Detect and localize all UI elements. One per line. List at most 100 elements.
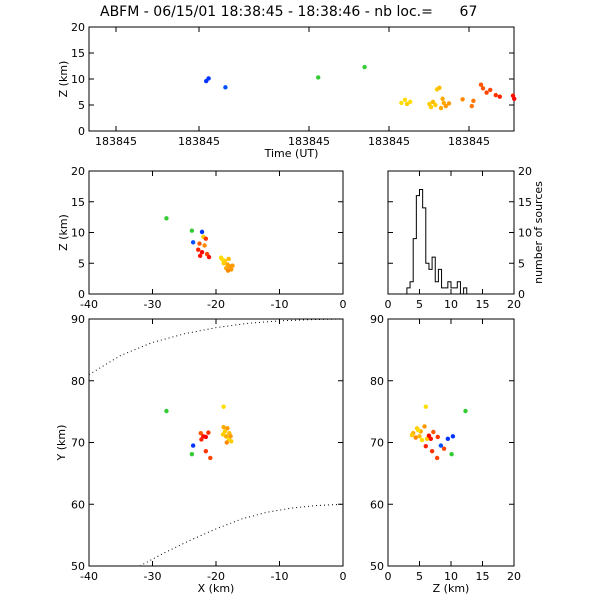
x-y-point bbox=[225, 426, 230, 431]
time-z-point bbox=[488, 87, 493, 93]
histogram-bar bbox=[426, 263, 429, 294]
time-z-point bbox=[430, 99, 436, 105]
x-y-point bbox=[198, 431, 203, 436]
z-y-frame bbox=[387, 318, 515, 567]
time-z-point bbox=[497, 94, 502, 99]
time-z-point bbox=[471, 98, 476, 104]
z-y-point bbox=[445, 436, 451, 441]
z-y-point bbox=[441, 446, 447, 451]
z-y-xtick-label: 20 bbox=[507, 570, 521, 583]
x-y-point bbox=[224, 440, 229, 445]
x-z-point bbox=[202, 243, 207, 248]
x-y-point bbox=[199, 437, 204, 442]
z-y-point bbox=[429, 448, 435, 454]
time-z-point bbox=[428, 104, 434, 110]
histogram-xtick-label: 20 bbox=[507, 298, 521, 311]
x-z-point bbox=[225, 268, 231, 273]
x-y-point bbox=[189, 452, 195, 457]
histogram-xtick-label: 0 bbox=[385, 298, 392, 311]
z-y-point bbox=[417, 434, 422, 439]
title-count-label: nb loc.= bbox=[374, 4, 433, 20]
time-z-ytick-label: 10 bbox=[71, 73, 85, 86]
title-time-range: 18:38:45 - 18:38:46 bbox=[220, 4, 361, 20]
x-z-ylabel: Z (km) bbox=[57, 214, 70, 251]
time-z-point bbox=[460, 97, 465, 102]
title-date: 06/15/01 bbox=[153, 4, 217, 20]
time-z-point bbox=[223, 85, 228, 90]
x-y-point bbox=[190, 443, 196, 448]
x-z-point bbox=[220, 257, 225, 262]
time-z-ylabel: Z (km) bbox=[57, 61, 70, 98]
x-z-point bbox=[199, 249, 205, 255]
z-y-xlabel: Z (km) bbox=[433, 582, 470, 595]
x-y-ytick-label: 90 bbox=[71, 313, 85, 326]
z-y-ytick-label: 90 bbox=[370, 313, 384, 326]
z-y-point bbox=[422, 424, 427, 429]
z-y-point bbox=[463, 408, 468, 414]
z-y-ytick-label: 80 bbox=[370, 375, 384, 388]
time-z-point bbox=[480, 86, 486, 91]
z-y-point bbox=[423, 404, 428, 409]
x-y-point bbox=[229, 439, 234, 444]
time-z-point bbox=[441, 100, 446, 106]
x-z-ytick-label: 5 bbox=[78, 257, 85, 270]
time-z-frame bbox=[88, 26, 515, 132]
histogram-steps bbox=[388, 188, 514, 295]
time-z-ytick-label: 20 bbox=[71, 21, 85, 34]
x-y-point bbox=[206, 430, 211, 435]
histogram-bar bbox=[454, 288, 457, 294]
time-z-point bbox=[206, 76, 211, 81]
x-z-point bbox=[226, 256, 231, 262]
x-z-point bbox=[190, 240, 196, 245]
histogram-bar bbox=[442, 288, 445, 294]
x-y-point bbox=[203, 448, 209, 454]
time-z-xtick-label: 183845 bbox=[368, 135, 410, 148]
histogram-ytick-label: 15 bbox=[518, 196, 532, 209]
x-y-xtick-label: -40 bbox=[80, 570, 98, 583]
time-z-point bbox=[408, 99, 413, 105]
x-y-xtick-label: -20 bbox=[207, 570, 225, 583]
x-y-ytick-label: 50 bbox=[71, 560, 85, 573]
z-y-point bbox=[413, 435, 418, 440]
z-y-point bbox=[423, 444, 428, 449]
z-y-point bbox=[435, 434, 440, 440]
time-z-point bbox=[493, 92, 498, 98]
x-y-point bbox=[221, 424, 226, 430]
time-z-point bbox=[437, 85, 442, 91]
time-z-point bbox=[404, 101, 410, 107]
histogram-ytick-label: 20 bbox=[518, 165, 532, 178]
histogram-bar bbox=[416, 196, 419, 294]
histogram-ytick-label: 0 bbox=[518, 288, 525, 301]
x-z-point bbox=[230, 263, 235, 268]
x-z-frame bbox=[88, 170, 344, 295]
x-y-xtick-label: -10 bbox=[271, 570, 289, 583]
x-y-xlabel: X (km) bbox=[198, 582, 235, 595]
x-z-xtick-label: -30 bbox=[144, 298, 162, 311]
x-y-ytick-label: 70 bbox=[71, 437, 85, 450]
x-z-ytick-label: 15 bbox=[71, 196, 85, 209]
x-y-boundary-curve bbox=[139, 503, 344, 567]
z-y-xtick-label: 0 bbox=[385, 570, 392, 583]
time-z-point bbox=[438, 105, 444, 111]
chart-title: ABFM - 06/15/01 18:38:45 - 18:38:46 - nb… bbox=[100, 4, 478, 20]
x-y-point bbox=[203, 434, 209, 440]
z-y-point bbox=[450, 434, 456, 439]
histogram-xtick-label: 5 bbox=[416, 298, 423, 311]
x-z-ytick-label: 0 bbox=[78, 288, 85, 301]
histogram-bar bbox=[435, 282, 438, 294]
time-z-point bbox=[512, 96, 517, 101]
time-z-point bbox=[362, 64, 367, 70]
histogram-bar bbox=[410, 282, 413, 294]
histogram-bar bbox=[448, 282, 451, 294]
time-z-point bbox=[484, 90, 489, 95]
z-y-xtick-label: 5 bbox=[416, 570, 423, 583]
time-z-point bbox=[469, 103, 474, 109]
histogram-ylabel: number of sources bbox=[532, 181, 545, 284]
z-y-point bbox=[416, 427, 421, 433]
z-y-xtick-label: 10 bbox=[444, 570, 458, 583]
title-count: 67 bbox=[459, 4, 478, 20]
histogram-ytick-label: 5 bbox=[518, 257, 525, 270]
z-y-point bbox=[419, 437, 425, 443]
title-station: ABFM bbox=[100, 4, 140, 20]
